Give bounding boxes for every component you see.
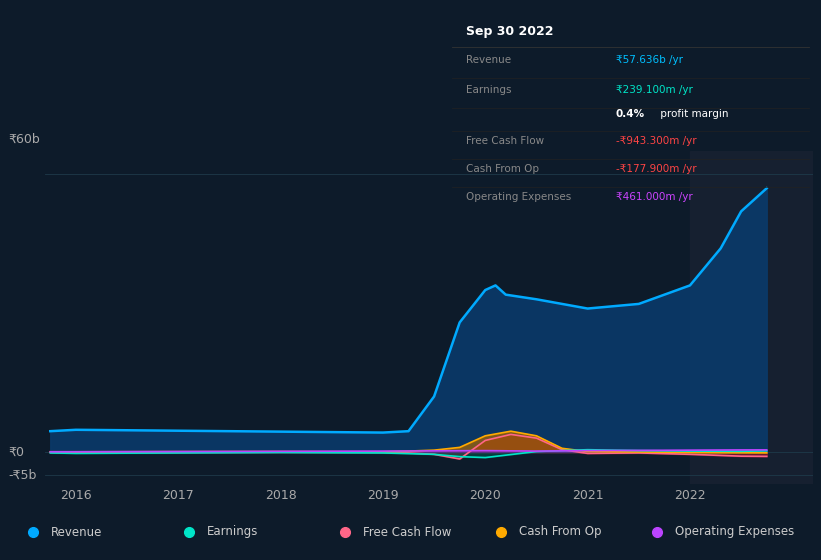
Bar [690,151,813,484]
Text: -₹177.900m /yr: -₹177.900m /yr [616,164,696,174]
Text: Operating Expenses: Operating Expenses [675,525,794,539]
Text: ₹60b: ₹60b [8,133,40,146]
Text: ₹461.000m /yr: ₹461.000m /yr [616,192,693,202]
Text: Sep 30 2022: Sep 30 2022 [466,25,553,38]
Text: -₹5b: -₹5b [8,469,37,482]
Text: Earnings: Earnings [466,85,511,95]
Text: ₹239.100m /yr: ₹239.100m /yr [616,85,693,95]
Text: Revenue: Revenue [466,55,511,65]
Text: Operating Expenses: Operating Expenses [466,192,571,202]
Text: Revenue: Revenue [51,525,103,539]
Text: Cash From Op: Cash From Op [466,164,539,174]
Text: Free Cash Flow: Free Cash Flow [363,525,452,539]
Text: Earnings: Earnings [207,525,259,539]
Text: -₹943.300m /yr: -₹943.300m /yr [616,137,696,147]
Text: profit margin: profit margin [657,109,728,119]
Text: ₹57.636b /yr: ₹57.636b /yr [616,55,683,65]
Text: Cash From Op: Cash From Op [519,525,601,539]
Text: Free Cash Flow: Free Cash Flow [466,137,544,147]
Text: 0.4%: 0.4% [616,109,645,119]
Text: ₹0: ₹0 [8,446,24,459]
